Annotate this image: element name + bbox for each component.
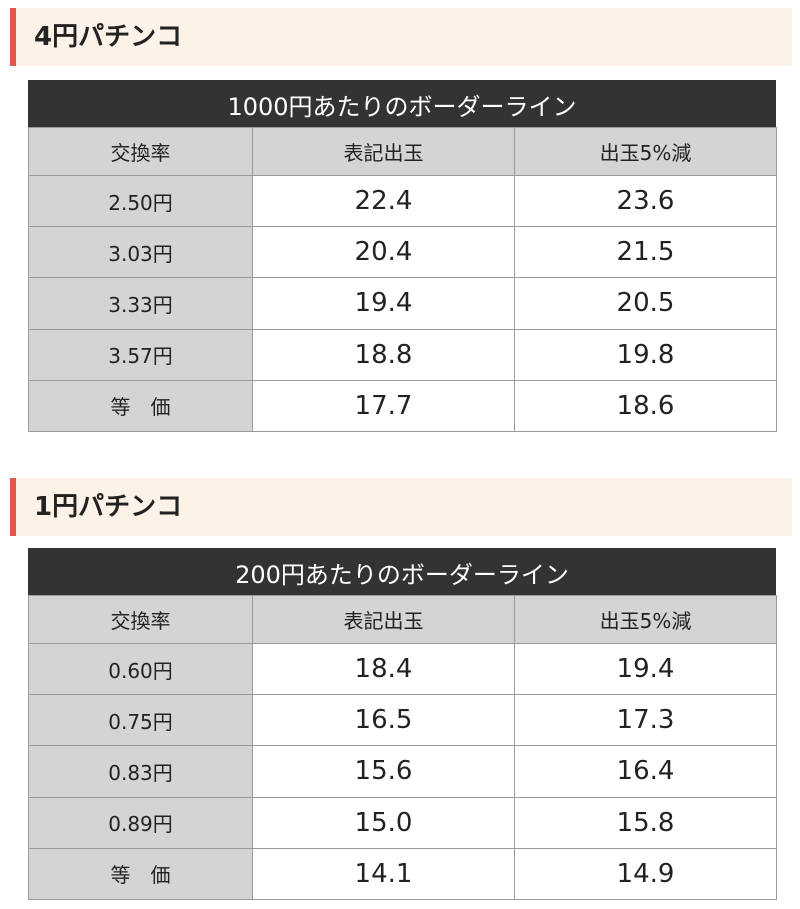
table-cell: 14.1 — [252, 847, 515, 900]
row-label: 0.75円 — [28, 694, 253, 747]
section-header: 1円パチンコ — [10, 478, 792, 536]
row-label: 等 価 — [28, 847, 253, 900]
table: 1000円あたりのボーダーライン 交換率 表記出玉 出玉5%減 2.50円 22.4 23.… — [28, 80, 777, 432]
column-header: 交換率 — [28, 127, 253, 176]
column-header: 交換率 — [28, 595, 253, 644]
row-label: 3.57円 — [28, 328, 253, 381]
table-cell: 19.4 — [514, 643, 777, 696]
table-cell: 19.4 — [252, 277, 515, 330]
row-label: 0.60円 — [28, 643, 253, 696]
table-cell: 19.8 — [514, 328, 777, 381]
table-cell: 20.5 — [514, 277, 777, 330]
section-header: 4円パチンコ — [10, 8, 792, 66]
table-cell: 20.4 — [252, 226, 515, 279]
table-cell: 18.8 — [252, 328, 515, 381]
row-label: 3.33円 — [28, 277, 253, 330]
table-caption: 1000円あたりのボーダーライン — [28, 80, 776, 128]
table-cell: 17.7 — [252, 379, 515, 432]
row-label: 2.50円 — [28, 175, 253, 228]
table-cell: 18.4 — [252, 643, 515, 696]
table-cell: 15.6 — [252, 745, 515, 798]
table-cell: 23.6 — [514, 175, 777, 228]
table-cell: 15.0 — [252, 796, 515, 849]
table-cell: 14.9 — [514, 847, 777, 900]
table-cell: 18.6 — [514, 379, 777, 432]
table-cell: 15.8 — [514, 796, 777, 849]
section-title: 4円パチンコ — [34, 22, 183, 52]
row-label: 3.03円 — [28, 226, 253, 279]
column-header: 表記出玉 — [252, 595, 515, 644]
table-cell: 22.4 — [252, 175, 515, 228]
table-cell: 16.4 — [514, 745, 777, 798]
table-cell: 21.5 — [514, 226, 777, 279]
section-title: 1円パチンコ — [34, 492, 183, 522]
row-label: 等 価 — [28, 379, 253, 432]
table-caption: 200円あたりのボーダーライン — [28, 548, 776, 596]
row-label: 0.83円 — [28, 745, 253, 798]
column-header: 出玉5%減 — [514, 127, 777, 176]
column-header: 出玉5%減 — [514, 595, 777, 644]
table: 200円あたりのボーダーライン 交換率 表記出玉 出玉5%減 0.60円 18.4 19.4… — [28, 548, 777, 900]
table-cell: 17.3 — [514, 694, 777, 747]
table-cell: 16.5 — [252, 694, 515, 747]
column-header: 表記出玉 — [252, 127, 515, 176]
row-label: 0.89円 — [28, 796, 253, 849]
